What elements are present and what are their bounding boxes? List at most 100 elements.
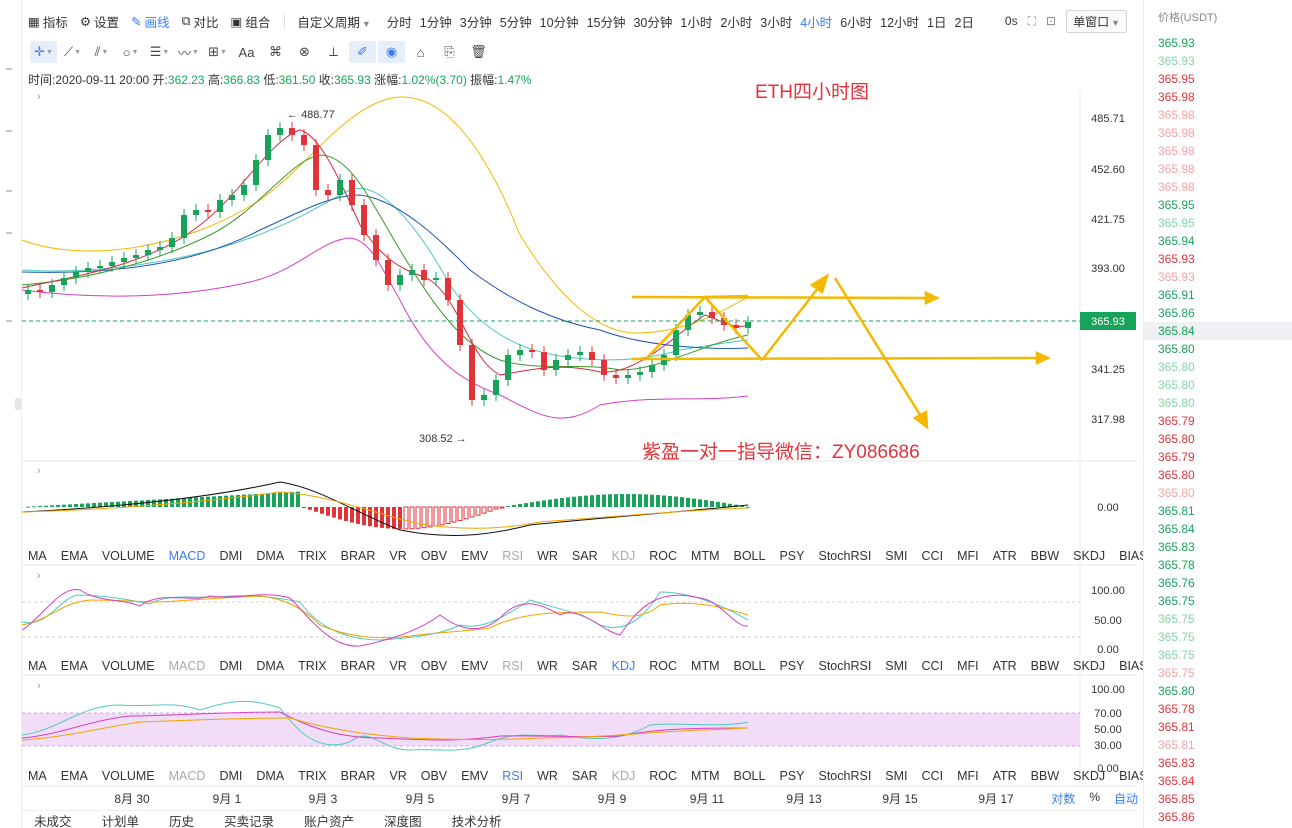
period-option[interactable]: 3小时 [760,15,793,30]
wedge-drawing[interactable] [644,295,763,361]
indicator-tab[interactable]: SMI [885,549,908,563]
wave-tool[interactable]: 〰 ▼ [175,41,202,63]
indicator-tab[interactable]: CCI [921,659,944,673]
indicator-tab[interactable]: StochRSI [818,659,872,673]
indicator-tab[interactable]: SKDJ [1073,549,1106,563]
percent-scale-toggle[interactable]: % [1089,790,1100,804]
indicator-tab[interactable]: BOLL [733,769,766,783]
crosshair-tool[interactable]: ✛ ▼ [30,41,57,63]
log-scale-toggle[interactable]: 对数 [1051,792,1076,806]
settings-button[interactable]: ⚙ 设置 [74,12,125,31]
indicator-tab[interactable]: ROC [649,549,678,563]
chevron-right-icon[interactable]: › [37,570,41,582]
lock-drawings-tool[interactable]: ⌂ [407,41,434,63]
indicator-tab[interactable]: PSY [779,769,805,783]
compare-button[interactable]: ⧉ 对比 [176,12,225,31]
period-option[interactable]: 5分钟 [499,15,532,30]
indicator-tab[interactable]: EMV [461,549,489,563]
screenshot-icon[interactable]: ⊡ [1046,14,1057,28]
indicator-tab[interactable]: MTM [691,549,720,563]
indicator-tab[interactable]: EMA [60,549,88,563]
indicator-tab[interactable]: MA [28,549,47,563]
indicator-tab[interactable]: OBV [420,549,448,563]
indicator-tab[interactable]: MTM [691,769,720,783]
indicator-tab[interactable]: RSI [502,549,524,563]
indicator-tab[interactable]: MA [28,659,47,673]
chevron-right-icon[interactable]: › [37,680,41,692]
indicator-tab[interactable]: RSI [502,659,524,673]
indicator-tab[interactable]: BBW [1030,659,1060,673]
bottom-tab[interactable]: 技术分析 [451,815,502,828]
indicator-tab[interactable]: MFI [957,659,979,673]
indicator-tab[interactable]: DMI [219,659,243,673]
bottom-tab[interactable]: 深度图 [384,815,422,828]
period-option[interactable]: 4小时 [800,15,833,30]
top-line[interactable] [704,294,749,299]
custom-period-dropdown[interactable]: 自定义周期 ▼ [293,12,374,31]
bottom-tab[interactable]: 历史 [169,815,195,828]
indicator-tab[interactable]: MA [28,769,47,783]
period-option[interactable]: 2小时 [720,15,753,30]
indicator-tab[interactable]: KDJ [611,769,636,783]
indicator-tab[interactable]: TRIX [298,769,327,783]
indicator-tab[interactable]: SAR [571,659,598,673]
indicator-tab[interactable]: MFI [957,769,979,783]
indicator-tab[interactable]: ROC [649,769,678,783]
shape-tool[interactable]: ○ ▼ [117,41,144,63]
indicator-tab[interactable]: PSY [779,549,805,563]
indicator-tab[interactable]: StochRSI [818,769,872,783]
indicator-tab[interactable]: CCI [921,549,944,563]
indicator-tab[interactable]: MACD [168,659,206,673]
indicator-tab[interactable]: VOLUME [101,659,155,673]
combine-button[interactable]: ▣ 组合 [225,12,277,31]
indicator-tab[interactable]: VOLUME [101,549,155,563]
indicator-button[interactable]: ▦ 指标 [22,12,74,31]
indicator-tab[interactable]: DMA [256,659,285,673]
period-option[interactable]: 2日 [954,15,974,30]
ruler-tool[interactable]: ⟂ [320,41,347,63]
indicator-tab[interactable]: SKDJ [1073,659,1106,673]
indicator-tab[interactable]: VR [389,769,407,783]
indicator-tab[interactable]: WR [537,549,558,563]
show-drawings-tool[interactable]: ◉ [378,41,405,63]
period-option[interactable]: 6小时 [840,15,873,30]
period-option[interactable]: 30分钟 [633,15,673,30]
indicator-tab[interactable]: PSY [779,659,805,673]
indicator-tab[interactable]: DMI [219,549,243,563]
indicator-tab[interactable]: KDJ [611,659,636,673]
period-option[interactable]: 1小时 [680,15,713,30]
magnet-tool[interactable]: ⌘ [262,41,289,63]
indicator-tab[interactable]: ATR [992,659,1017,673]
fullscreen-icon[interactable]: ⛶ [1027,13,1036,28]
indicator-tab[interactable]: TRIX [298,659,327,673]
indicator-tab[interactable]: ATR [992,769,1017,783]
measure-tool[interactable]: ⊞ ▼ [204,41,231,63]
indicator-tab[interactable]: StochRSI [818,549,872,563]
resistance-line[interactable] [631,295,931,300]
indicator-tab[interactable]: MACD [168,549,206,563]
indicator-tab[interactable]: BRAR [340,769,376,783]
indicator-tab[interactable]: OBV [420,659,448,673]
indicator-tab[interactable]: BIAS [1119,769,1148,783]
support-line[interactable] [631,356,1041,361]
indicator-tab[interactable]: RSI [502,769,524,783]
chart-canvas[interactable]: › › › › ← 488.77 308.52 → 365.93 ETH四小时图… [0,0,1143,828]
copy-tool[interactable]: ⎘ [436,41,463,63]
indicator-tab[interactable]: BIAS [1119,659,1148,673]
draw-button[interactable]: ✎ 画线 [125,12,176,31]
bottom-tab[interactable]: 账户资产 [304,815,355,828]
bottom-tab[interactable]: 买卖记录 [224,815,275,828]
delete-tool[interactable]: 🗑 [465,41,492,63]
indicator-tab[interactable]: DMA [256,549,285,563]
text-tool[interactable]: Aa [233,41,260,63]
indicator-tab[interactable]: KDJ [611,549,636,563]
indicator-tab[interactable]: BBW [1030,769,1060,783]
indicator-tab[interactable]: DMA [256,769,285,783]
indicator-tab[interactable]: SMI [885,769,908,783]
indicator-tab[interactable]: BOLL [733,659,766,673]
collapse-handle[interactable] [15,398,21,410]
period-option[interactable]: 分时 [386,15,412,30]
indicator-tab[interactable]: EMV [461,769,489,783]
indicator-tab[interactable]: CCI [921,769,944,783]
indicator-tab[interactable]: EMA [60,769,88,783]
